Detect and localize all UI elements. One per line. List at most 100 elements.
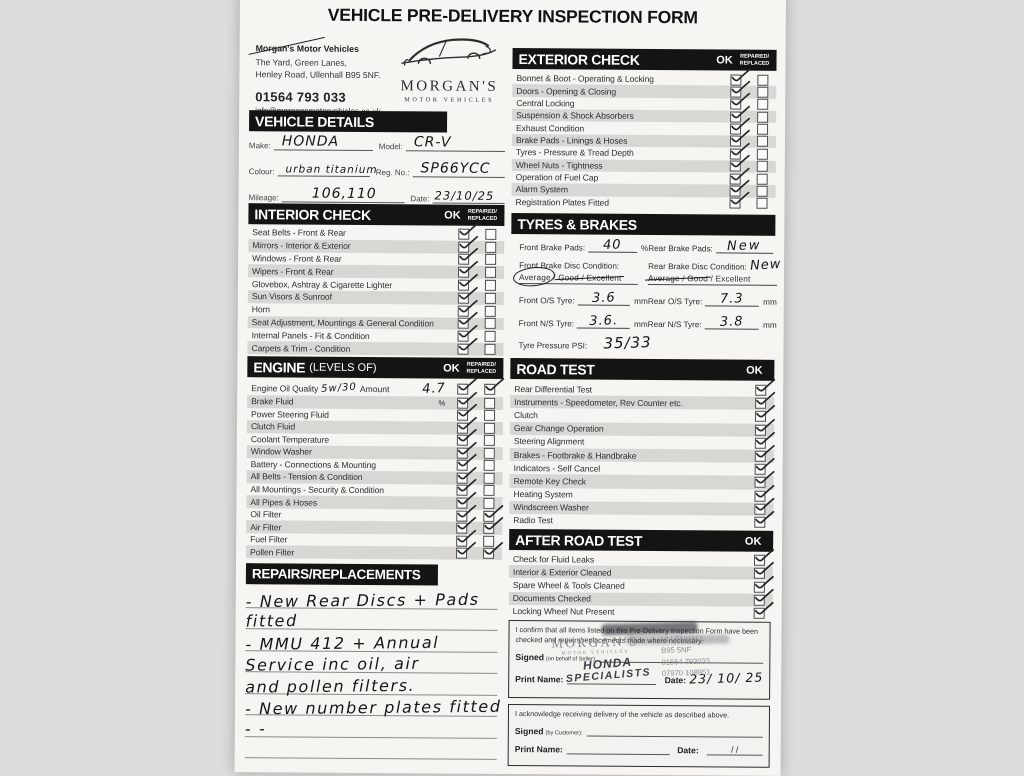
checklist-row: Battery - Connections & Mounting xyxy=(247,454,503,472)
handwritten-repairs-text: - - xyxy=(244,718,267,738)
checklist-row: Internal Panels - Fit & Condition xyxy=(248,325,504,344)
ok-checkbox xyxy=(755,392,776,410)
checklist-row: Locking Wheel Nut Present xyxy=(509,601,774,620)
checklist-row: Sun Visors & Sunroof xyxy=(247,286,504,305)
ok-checkbox xyxy=(729,142,750,160)
ok-checkbox xyxy=(730,93,751,110)
checklist-row: All Mountings - Security & Condition xyxy=(246,479,502,497)
ok-column-header: OK xyxy=(746,364,763,377)
repaired-replaced-checkbox xyxy=(485,267,497,279)
checklist-row: Clutch xyxy=(510,405,775,423)
reg-label: Reg. No.: xyxy=(375,168,410,178)
item-label: Internal Panels - Fit & Condition xyxy=(251,329,370,341)
ok-checkbox xyxy=(457,404,477,421)
ok-checkbox xyxy=(729,179,750,197)
ok-checkbox xyxy=(456,542,477,559)
checklist-row: Wheel Nuts - Tightness xyxy=(511,154,776,173)
ok-checkbox xyxy=(457,337,478,355)
repairs-lines: - New Rear Discs + Pads fitted - MMU 412 +… xyxy=(244,586,502,760)
repaired-replaced-checkbox xyxy=(757,111,769,123)
checklist-row: Tyres - Pressure & Tread Depth xyxy=(512,142,776,160)
rear-ns-tyre-value: 3.8 xyxy=(719,314,744,330)
item-label: Operation of Fuel Cap xyxy=(515,172,599,183)
item-label: Windows - Front & Rear xyxy=(252,253,342,264)
front-os-tyre-value: 3.6 xyxy=(591,290,616,306)
repaired-replaced-checkbox xyxy=(756,136,768,148)
repairs-line: - New number plates fitted xyxy=(245,693,502,718)
checklist-row: Heating System xyxy=(509,484,775,502)
front-brake-pads-value: 40 xyxy=(603,237,623,253)
ok-checkbox xyxy=(457,299,478,317)
checklist-row: Instruments - Speedometer, Rev Counter e… xyxy=(510,392,776,411)
repairs-line: Service inc oil, air xyxy=(245,650,498,675)
date-value: 23/10/25 xyxy=(434,188,495,203)
repaired-replaced-checkbox xyxy=(757,74,769,86)
customer-statement: I acknowledge receiving delivery of the … xyxy=(514,709,730,720)
repaired-replaced-checkbox xyxy=(484,397,496,409)
item-label: Mirrors - Interior & Exterior xyxy=(252,240,351,252)
interior-check-list: Seat Belts - Front & Rear Mirrors - Inter… xyxy=(247,222,505,356)
item-label: Seat Adjustment, Mountings & General Con… xyxy=(251,317,434,329)
checklist-row: Fuel Filter xyxy=(246,529,502,547)
item-sublabel: Amount xyxy=(359,383,390,394)
rear-os-tyre-field: Rear O/S Tyre: 7.3 mm xyxy=(647,291,777,307)
ok-checkbox xyxy=(458,222,479,240)
make-label: Make: xyxy=(248,141,271,151)
rear-disc-value: New xyxy=(749,256,782,274)
tyre-pressure-value: 35/33 xyxy=(603,333,652,353)
item-label: Engine Oil Quality xyxy=(251,382,319,394)
ok-checkbox xyxy=(458,248,479,266)
rear-ns-tyre-field: Rear N/S Tyre: 3.8 mm xyxy=(647,314,777,330)
repairs-line: - New Rear Discs + Pads xyxy=(246,586,498,611)
ok-checkbox xyxy=(458,235,479,253)
seller-confirmation-box: I confirm that all items listed on this … xyxy=(508,619,771,700)
repaired-replaced-checkbox xyxy=(756,197,768,210)
item-label: Brake Fluid xyxy=(251,396,294,407)
handwritten-repairs-text: fitted xyxy=(245,611,298,631)
colour-value: urban titanium xyxy=(285,163,378,177)
repairs-line: fitted xyxy=(245,607,498,631)
ok-column-header: OK xyxy=(444,209,461,222)
car-sketch-icon xyxy=(401,38,496,66)
checklist-row: Interior & Exterior Cleaned xyxy=(508,562,774,581)
dealer-address-line1: The Yard, Green Lanes, xyxy=(255,57,347,68)
rear-disc-condition-field: Rear Brake Disc Condition: New Average /… xyxy=(647,257,782,286)
ok-checkbox xyxy=(457,325,478,342)
checklist-row: Exhaust Condition xyxy=(512,117,776,135)
item-label: Remote Key Check xyxy=(513,475,587,487)
item-label: Gear Change Operation xyxy=(513,423,604,434)
checklist-row: Windows - Front & Rear xyxy=(248,248,504,267)
road-test-header: ROAD TEST OK xyxy=(510,357,775,381)
front-ns-tyre-field: Front N/S Tyre: 3.6. mm xyxy=(518,313,648,330)
repairs-line: and pollen filters. xyxy=(245,672,498,696)
customer-print-name-line xyxy=(566,743,670,755)
checklist-row: Operation of Fuel Cap xyxy=(512,167,776,185)
item-label: Radio Test xyxy=(513,515,553,526)
item-label: Carpets & Trim - Condition xyxy=(251,342,351,354)
ok-checkbox xyxy=(730,117,750,135)
customer-date-value: / / xyxy=(706,744,763,756)
handwritten-value: 4.7 xyxy=(422,380,447,397)
repaired-replaced-checkbox xyxy=(484,378,505,395)
item-label: Coolant Temperature xyxy=(250,434,330,445)
ok-checkbox xyxy=(729,192,750,209)
rear-brake-pads-field: Rear Brake Pads: New xyxy=(648,238,777,254)
ok-checkbox xyxy=(456,416,477,434)
checklist-row: Windscreen Washer xyxy=(509,497,775,516)
checklist-row: Rear Differential Test xyxy=(510,379,776,397)
ok-checkbox xyxy=(753,562,774,580)
vehicle-details-fields: Make: HONDA Model: CR-V Colour: urban ti… xyxy=(248,133,505,214)
customer-signed-label: Signed xyxy=(514,725,544,736)
repaired-replaced-checkbox xyxy=(483,504,504,522)
repaired-replaced-checkbox xyxy=(757,86,769,98)
item-label: Tyres - Pressure & Tread Depth xyxy=(515,147,634,159)
after-road-test-list: Check for Fluid Leaks Interior & Exterior… xyxy=(508,549,774,620)
tyre-pressure-field: Tyre Pressure PSI: 35/33 xyxy=(518,333,652,353)
section-title: INTERIOR CHECK xyxy=(254,205,371,223)
handwritten-note: 5w/30 xyxy=(320,381,358,395)
checklist-row: Air Filter xyxy=(246,516,504,535)
checklist-row: Engine Oil Quality 5w/30 Amount 4.7 xyxy=(247,377,505,397)
item-label: Bonnet & Boot - Operating & Locking xyxy=(516,73,654,85)
tyres-brakes-fields: Front Brake Pads: 40 % Rear Brake Pads: … xyxy=(518,237,782,361)
dealer-logo: MORGAN'S MOTOR VEHICLES xyxy=(389,31,509,104)
